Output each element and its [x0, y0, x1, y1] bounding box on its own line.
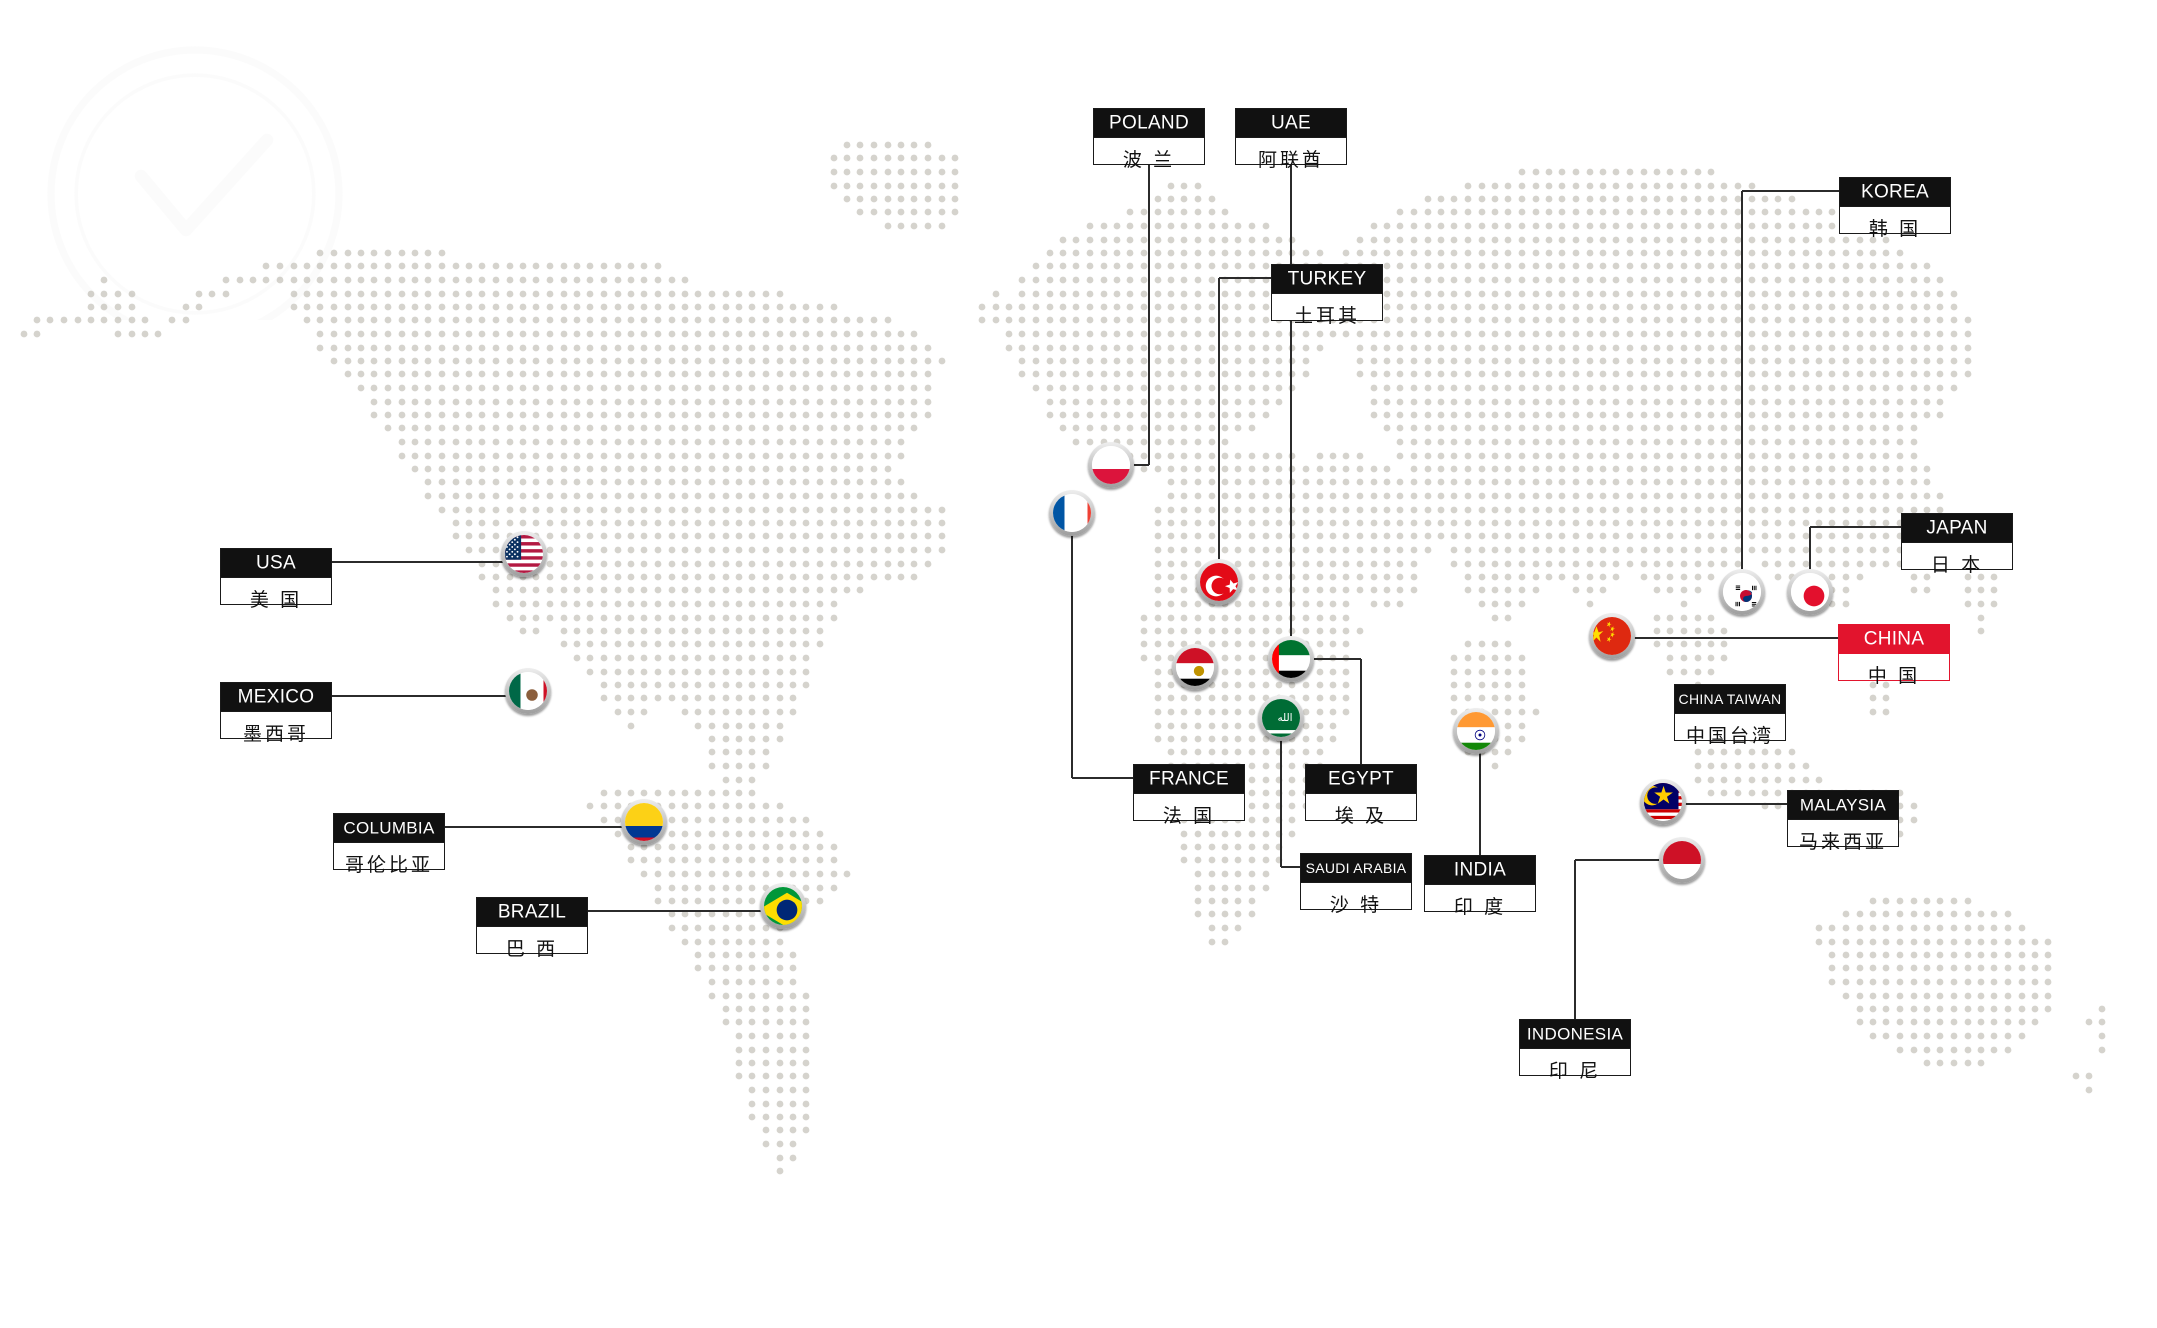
svg-text:الله: الله: [1278, 713, 1293, 724]
